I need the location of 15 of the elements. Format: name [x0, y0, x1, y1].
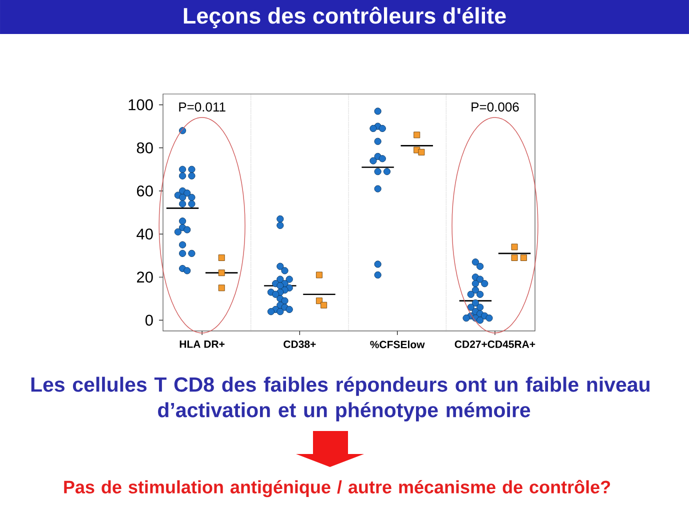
- x-tick-label: %CFSElow: [370, 340, 425, 348]
- y-tick-label: 0: [145, 314, 153, 326]
- chart-title: Leçons des contrôleurs d'élite: [184, 6, 506, 28]
- y-tick-label: 40: [136, 228, 153, 240]
- annotation: P=0.006: [472, 102, 519, 112]
- x-tick-label: CD38+: [284, 340, 316, 348]
- text: Les cellules T CD8 des faibles répondeurs ont un faible niveau d’activation et un phénotype mémoire: [31, 376, 650, 422]
- x-tick-label: CD27+CD45RA+: [454, 340, 536, 348]
- text: Pas de stimulation antigénique / autre mécanisme de contrôle?: [64, 480, 610, 498]
- y-tick-label: 20: [137, 272, 153, 283]
- y-tick-label: 60: [137, 185, 153, 196]
- y-tick-label: 100: [128, 99, 153, 110]
- annotation: P=0.011: [179, 102, 226, 112]
- y-tick-label: 80: [136, 142, 153, 154]
- x-tick-label: HLA DR+: [180, 340, 225, 348]
